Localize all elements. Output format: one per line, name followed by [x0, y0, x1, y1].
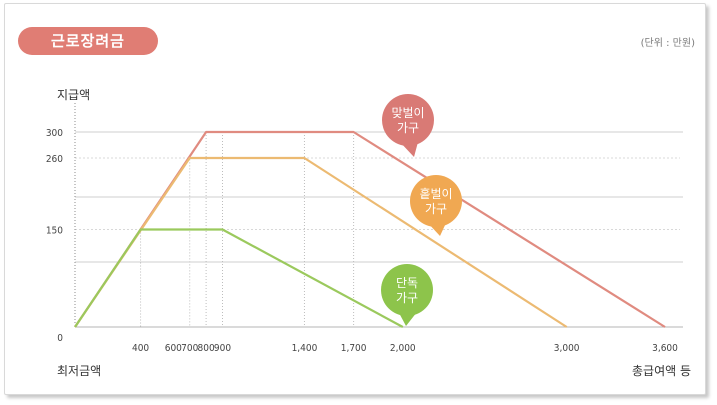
x-axis-label: 총급여액 등: [631, 364, 691, 378]
y-tick-label: 300: [46, 128, 63, 139]
bubble-body: [382, 94, 434, 146]
series-line: [74, 156, 568, 328]
x-tick-label: 3,000: [554, 343, 580, 354]
x-tick-label: 800: [198, 343, 215, 354]
x-tick-label: 2,000: [390, 343, 416, 354]
x-guide-lines: [140, 132, 355, 327]
axes: [74, 103, 683, 328]
y-tick-label: 150: [46, 226, 63, 237]
x-tick-label: 600: [165, 343, 182, 354]
series-label-text: 단독: [396, 276, 418, 290]
chart-title: 근로장려금: [18, 27, 158, 55]
series-label-text: 홑벌이: [419, 187, 452, 201]
y-axis-label: 지급액: [57, 88, 91, 102]
bubble-body: [381, 264, 433, 316]
series-label-text: 맞벌이: [391, 106, 424, 120]
series-lines: [74, 130, 666, 328]
chart-frame: [4, 3, 706, 395]
x-tick-label: 1,400: [292, 343, 318, 354]
x-tick-label: 900: [214, 343, 231, 354]
series-label-text: 가구: [397, 121, 419, 135]
x-tick-label: 400: [132, 343, 149, 354]
x-tick-label: 3,600: [652, 343, 678, 354]
bubble-body: [410, 175, 462, 227]
series-label-text: 가구: [425, 202, 447, 216]
y-tick-label: 0: [57, 333, 63, 344]
series-label-text: 가구: [396, 291, 418, 305]
unit-label: (단위 : 만원): [640, 38, 695, 49]
x-tick-labels: 400 600 700 800 900 1,400 1,700 2,000 3,000 3,600: [132, 343, 678, 354]
x-tick-label: 700: [181, 343, 198, 354]
x-axis-min-label: 최저금액: [57, 364, 102, 378]
grid-lines: [75, 131, 683, 263]
x-tick-label: 1,700: [341, 343, 367, 354]
y-tick-labels: 0 150 260 300: [46, 128, 63, 344]
y-tick-label: 260: [46, 154, 63, 165]
series-line: [74, 228, 404, 328]
